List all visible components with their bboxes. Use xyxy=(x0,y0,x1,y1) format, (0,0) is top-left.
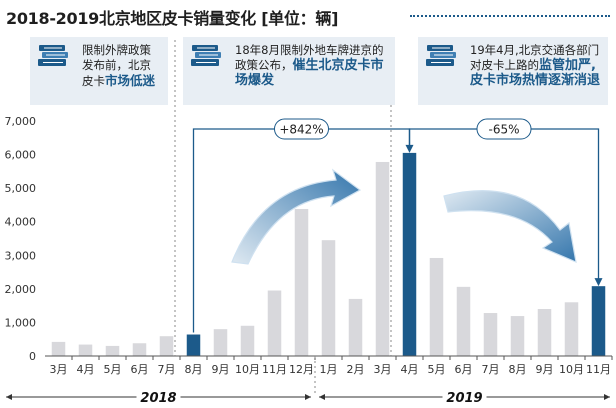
x-tick-label: 11月 xyxy=(586,363,611,376)
year-label-bg xyxy=(136,389,181,405)
x-tick-label: 9月 xyxy=(536,363,554,376)
x-tick-label: 10月 xyxy=(559,363,584,376)
y-tick-label: 3,000 xyxy=(5,249,37,262)
x-tick-label: 9月 xyxy=(212,363,230,376)
y-tick-label: 4,000 xyxy=(5,216,37,229)
increase-badge xyxy=(274,118,329,140)
decrease-label: -65% xyxy=(488,123,519,137)
decrease-bracket-arrowhead xyxy=(594,278,603,287)
bar-5月 xyxy=(105,345,120,356)
note-text: 18年8月限制外地车牌进京的政策公布， xyxy=(235,43,384,72)
decrease-badge xyxy=(476,118,532,140)
x-tick-label: 8月 xyxy=(509,363,527,376)
bar-2月 xyxy=(348,298,363,356)
bar-6月 xyxy=(132,343,147,356)
x-tick-label: 1月 xyxy=(320,363,338,376)
x-tick-label: 7月 xyxy=(158,363,176,376)
bar-9月 xyxy=(213,329,228,356)
note-highlight: 市场低迷 xyxy=(105,73,156,88)
note-highlight: 催生北京皮卡市场爆发 xyxy=(235,58,384,88)
x-tick-label: 5月 xyxy=(104,363,122,376)
note-policy-announced: 18年8月限制外地车牌进京的政策公布，催生北京皮卡市场爆发 xyxy=(183,37,395,105)
year-label: 2018 xyxy=(140,391,176,406)
note-before-policy: 限制外牌政策发布前，北京皮卡市场低迷 xyxy=(30,37,168,105)
year-bracket-arrow xyxy=(604,394,610,400)
bar-1月 xyxy=(321,240,336,356)
x-tick-label: 11月 xyxy=(262,363,287,376)
note-text: 19年4月,北京交通各部门对皮卡上路的 xyxy=(470,43,600,72)
bar-4月 xyxy=(78,344,93,356)
rising-trend-arrow xyxy=(231,168,362,265)
year-bracket-arrow xyxy=(6,394,12,400)
year-label: 2019 xyxy=(446,391,482,406)
bar-5月 xyxy=(429,257,444,356)
bar-3月 xyxy=(51,341,66,356)
y-tick-label: 2,000 xyxy=(5,283,37,296)
bar-10月 xyxy=(240,325,255,356)
bar-10月 xyxy=(564,302,579,356)
x-tick-label: 7月 xyxy=(482,363,500,376)
y-tick-label: 0 xyxy=(29,350,36,363)
y-tick-label: 1,000 xyxy=(5,316,37,329)
y-tick-label: 7,000 xyxy=(5,115,37,128)
books-icon xyxy=(191,45,221,66)
bar-11月 xyxy=(267,290,282,356)
x-tick-label: 5月 xyxy=(428,363,446,376)
x-tick-label: 12月 xyxy=(289,363,314,376)
bar-4月 xyxy=(402,152,417,356)
bar-7月 xyxy=(159,336,174,356)
chart-title: 2018-2019北京地区皮卡销量变化 [单位：辆] xyxy=(6,9,339,28)
bar-8月 xyxy=(510,316,525,356)
note-highlight: 监管加严,皮卡市场热情逐渐消退 xyxy=(470,58,601,88)
bar-7月 xyxy=(483,313,498,356)
x-tick-label: 3月 xyxy=(50,363,68,376)
falling-trend-arrow xyxy=(443,190,577,263)
year-bracket-arrow xyxy=(305,394,311,400)
x-tick-label: 2月 xyxy=(347,363,365,376)
bar-3月 xyxy=(375,161,390,356)
y-tick-label: 5,000 xyxy=(5,182,37,195)
y-tick-label: 6,000 xyxy=(5,149,37,162)
note-regulation-tightened: 19年4月,北京交通各部门对皮卡上路的监管加严,皮卡市场热情逐渐消退 xyxy=(418,37,608,105)
bar-12月 xyxy=(294,208,309,356)
note-text: 限制外牌政策发布前，北京皮卡 xyxy=(82,43,151,88)
x-tick-label: 6月 xyxy=(455,363,473,376)
x-tick-label: 8月 xyxy=(185,363,203,376)
x-tick-label: 4月 xyxy=(77,363,95,376)
bar-8月 xyxy=(186,334,201,356)
x-tick-label: 4月 xyxy=(401,363,419,376)
x-tick-label: 6月 xyxy=(131,363,149,376)
increase-label: +842% xyxy=(279,123,323,137)
year-label-bg xyxy=(442,389,487,405)
bar-11月 xyxy=(591,286,606,356)
bar-9月 xyxy=(537,309,552,356)
books-icon xyxy=(426,45,456,66)
bar-6月 xyxy=(456,286,471,356)
year-bracket-arrow xyxy=(319,394,325,400)
title-dotted-rule xyxy=(410,15,610,17)
x-tick-label: 3月 xyxy=(374,363,392,376)
books-icon xyxy=(38,45,68,66)
x-tick-label: 10月 xyxy=(235,363,260,376)
